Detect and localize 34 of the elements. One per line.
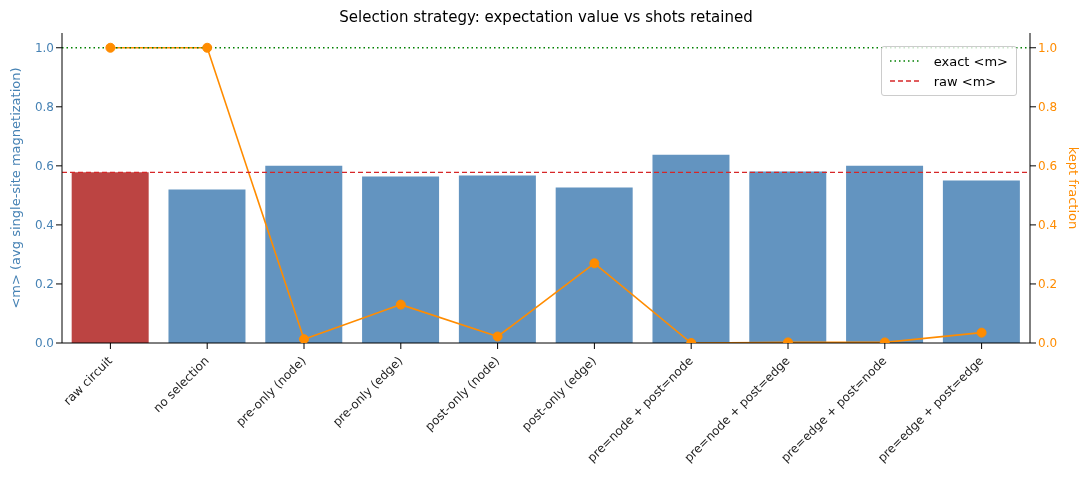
point <box>589 258 600 269</box>
point <box>105 42 116 53</box>
point <box>299 334 309 343</box>
point <box>395 299 406 310</box>
point <box>202 42 213 53</box>
bar <box>362 176 440 343</box>
y-tick-label: 0.0 <box>34 336 54 351</box>
y2-tick-label: 1.0 <box>1038 41 1058 56</box>
y-tick-label: 1.0 <box>34 41 54 56</box>
bar <box>71 172 149 343</box>
bar <box>555 187 633 343</box>
bar <box>458 175 536 343</box>
legend-label: exact <m> <box>933 53 1008 69</box>
y2-tick-label: 0.4 <box>1038 218 1058 233</box>
bar <box>749 171 827 343</box>
point <box>976 327 987 338</box>
y-tick-label: 0.6 <box>34 159 54 174</box>
bar <box>265 165 343 343</box>
legend-label: raw <m> <box>933 73 997 89</box>
y-tick-label: 0.4 <box>34 218 54 233</box>
chart-title: Selection strategy: expectation value vs shots retained <box>338 8 754 26</box>
y-tick-label: 0.8 <box>34 100 54 115</box>
y-tick-label: 0.2 <box>34 277 54 292</box>
bar <box>846 165 924 343</box>
point <box>492 331 503 342</box>
y2-tick-label: 0.2 <box>1038 277 1058 292</box>
y2-tick-label: 0.6 <box>1038 159 1058 174</box>
bar <box>168 189 246 343</box>
y2-tick-label: 0.0 <box>1038 336 1058 351</box>
y2-axis-title: kept fraction <box>1066 146 1082 230</box>
y2-tick-label: 0.8 <box>1038 100 1058 115</box>
y-axis-title: <m> (avg single-site magnetization) <box>7 67 23 309</box>
bar <box>652 154 730 343</box>
bar <box>942 180 1020 343</box>
